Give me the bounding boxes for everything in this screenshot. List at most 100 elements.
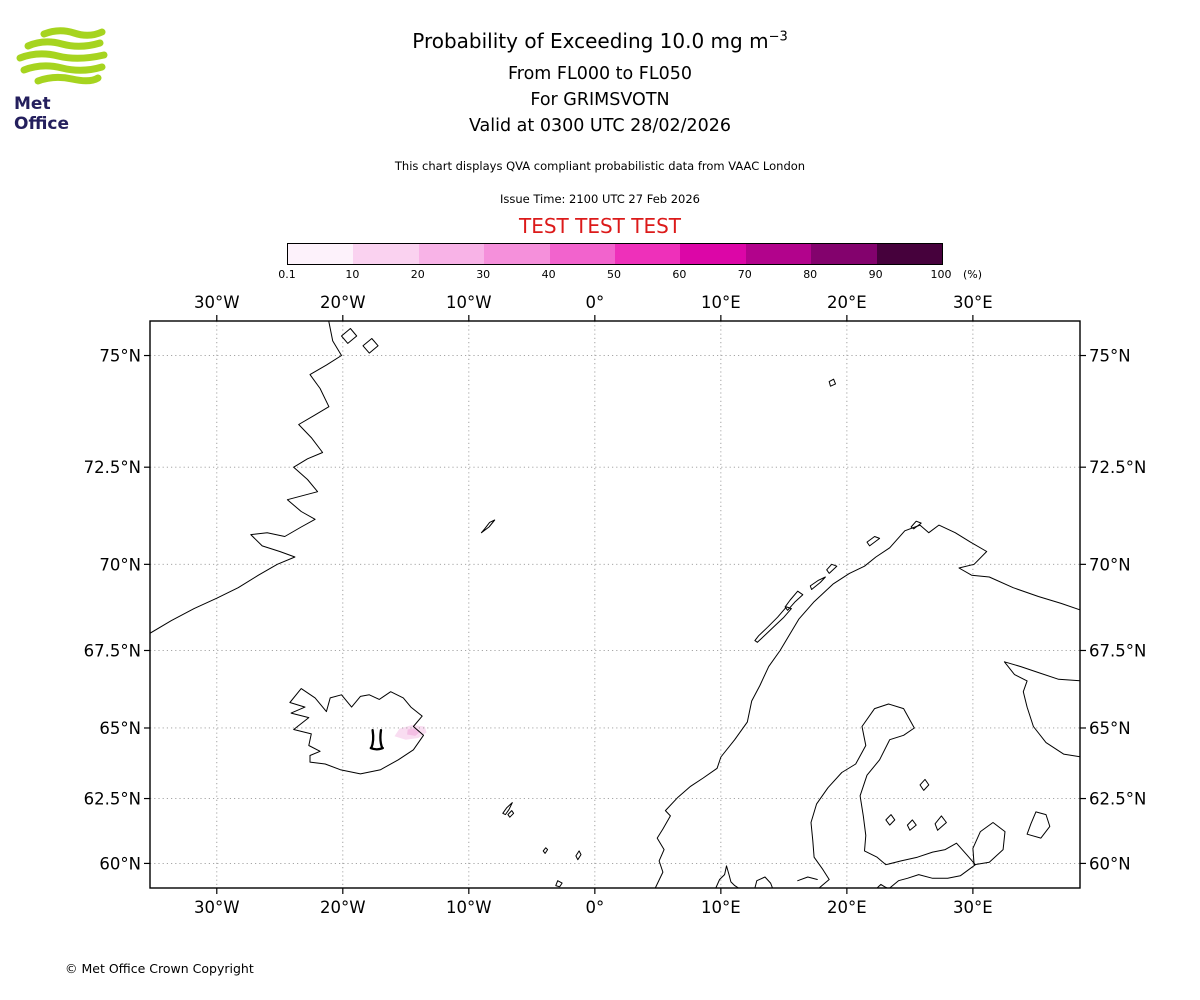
colorbar-tick-label: 10 <box>345 268 360 281</box>
volcano-marker-icon <box>369 728 384 751</box>
logo-wave-icon <box>24 38 104 50</box>
coastline-baltic-bothnia-finland <box>810 703 976 888</box>
colorbar-segment <box>811 244 877 264</box>
colorbar-tick-label: 30 <box>476 268 491 281</box>
met-office-logo: Met Office <box>14 26 110 134</box>
colorbar-tick-label: 90 <box>868 268 883 281</box>
logo-wave-icon <box>34 73 102 85</box>
logo-wave-icon <box>16 50 108 62</box>
lat-axis-label-right: 65°N <box>1089 719 1131 738</box>
colorbar-tick-label: 100 <box>930 268 952 281</box>
colorbar-segment <box>484 244 550 264</box>
map-frame <box>149 320 1081 889</box>
coastline-orkney <box>555 880 563 888</box>
lon-axis-label-bottom: 20°W <box>320 898 366 917</box>
coastline-lake-malaren <box>797 876 818 882</box>
colorbar-tick-label: 40 <box>541 268 556 281</box>
lon-axis-label-top: 10°W <box>446 293 492 312</box>
lon-axis-label-bottom: 30°W <box>194 898 240 917</box>
colorbar-segment <box>288 244 354 264</box>
colorbar-tick-label: 50 <box>607 268 621 281</box>
lon-axis-label-bottom: 10°W <box>446 898 492 917</box>
lat-axis-label-left: 67.5°N <box>84 641 141 660</box>
lat-axis-label-right: 70°N <box>1089 555 1131 574</box>
met-office-logo-waves <box>16 27 108 85</box>
coastline-finnish-lake-4 <box>919 778 930 791</box>
coastline-oslofjord <box>715 865 739 888</box>
lat-axis-label-right: 72.5°N <box>1089 458 1146 477</box>
lon-axis-label-bottom: 30°E <box>953 898 993 917</box>
coastline-soroya <box>866 536 881 547</box>
lon-axis-label-bottom: 20°E <box>827 898 867 917</box>
colorbar-unit-label: (%) <box>963 268 983 281</box>
lat-axis-label-left: 60°N <box>99 854 141 873</box>
coastline-senja <box>809 576 826 590</box>
colorbar-segment <box>745 244 812 264</box>
qva-compliance-note: This chart displays QVA compliant probab… <box>394 159 806 173</box>
chart-title: Probability of Exceeding 10.0 mg m−3 <box>0 29 1200 53</box>
coastline-jan-mayen <box>480 519 496 534</box>
colorbar-segments <box>288 244 943 264</box>
coastline-lake-ladoga <box>972 822 1006 866</box>
colorbar-tick-label: 70 <box>737 268 752 281</box>
chart-title-text: Probability of Exceeding 10.0 mg m <box>412 29 769 53</box>
colorbar-tick-label: 20 <box>410 268 425 281</box>
coastline-shetland-2 <box>542 847 549 854</box>
coastline-greenland-east-coast <box>150 321 342 634</box>
lat-axis-label-left: 62.5°N <box>84 790 141 809</box>
flight-level-subtitle: From FL000 to FL050 <box>507 64 693 84</box>
lon-axis-label-bottom: 0° <box>585 898 604 917</box>
coastline-bear-island <box>828 378 836 387</box>
coastline-lofoten <box>754 606 792 643</box>
colorbar-segment <box>353 244 419 264</box>
coastline-finnish-lake-1 <box>906 819 917 831</box>
coastline-finnish-lake-3 <box>885 814 896 826</box>
colorbar-tick-label: 80 <box>803 268 818 281</box>
coastline-finnish-lake-2 <box>934 815 947 831</box>
test-banner: TEST TEST TEST <box>518 214 681 238</box>
coastline-mageroya <box>910 520 922 530</box>
coastline-greenland-island-1 <box>341 328 358 344</box>
coastline-faroe-islands-1 <box>502 802 513 816</box>
coastline-white-sea <box>1003 661 1080 758</box>
coastline-greenland-island-2 <box>362 338 379 354</box>
colorbar-tick-label: 0.1 <box>278 268 296 281</box>
lat-axis-label-right: 67.5°N <box>1089 641 1146 660</box>
chart-title-exponent: −3 <box>768 29 788 45</box>
colorbar-segment <box>418 244 485 264</box>
lon-axis-label-top: 30°W <box>194 293 240 312</box>
coastline-shetland-1 <box>575 850 582 861</box>
probability-colorbar <box>287 243 943 265</box>
logo-wave-icon <box>20 62 106 74</box>
coastline-vesteralen <box>784 590 804 611</box>
lon-axis-label-top: 0° <box>585 293 604 312</box>
colorbar-segment <box>876 244 943 264</box>
lon-axis-label-top: 20°E <box>827 293 867 312</box>
coastline-norway-mainland <box>654 524 1080 888</box>
lon-axis-label-bottom: 10°E <box>701 898 741 917</box>
map-layers <box>150 321 1080 888</box>
colorbar-segment <box>680 244 746 264</box>
colorbar-tick-label: 60 <box>672 268 687 281</box>
lat-axis-label-right: 60°N <box>1089 854 1131 873</box>
issue-time: Issue Time: 2100 UTC 27 Feb 2026 <box>499 192 700 206</box>
logo-wave-icon <box>40 27 106 39</box>
lon-axis-label-top: 30°E <box>953 293 993 312</box>
lat-axis-label-right: 62.5°N <box>1089 790 1146 809</box>
lat-axis-label-left: 70°N <box>99 555 141 574</box>
volcano-subtitle: For GRIMSVOTN <box>530 90 670 110</box>
lon-axis-label-top: 20°W <box>320 293 366 312</box>
lat-axis-label-right: 75°N <box>1089 347 1131 366</box>
colorbar-labels: 0.1 10 20 30 40 50 60 70 80 90 100 (%) <box>278 268 1027 284</box>
lat-axis-label-left: 65°N <box>99 719 141 738</box>
colorbar-segment <box>549 244 616 264</box>
lon-axis-label-top: 10°E <box>701 293 741 312</box>
valid-time-subtitle: Valid at 0300 UTC 28/02/2026 <box>468 116 732 136</box>
lat-axis-label-left: 72.5°N <box>84 458 141 477</box>
colorbar-segment <box>615 244 681 264</box>
copyright-notice: © Met Office Crown Copyright <box>65 961 254 976</box>
coastline-iceland <box>289 688 424 775</box>
coastline-lake-vanern <box>754 876 773 888</box>
